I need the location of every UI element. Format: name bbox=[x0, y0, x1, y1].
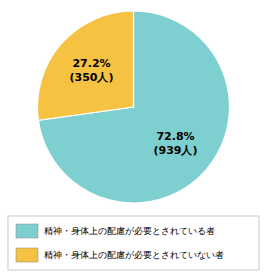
legend: 精神・身体上の配慮が必要とされている者精神・身体上の配慮が必要とされていない者 bbox=[8, 216, 259, 270]
data-label: 72.8%(939人) bbox=[153, 130, 197, 157]
chart: 72.8%(939人) 27.2%(350人) 精神・身体上の配慮が必要とされている… bbox=[0, 0, 267, 274]
legend-swatch bbox=[16, 224, 38, 238]
legend-swatch bbox=[16, 248, 38, 262]
data-labels: 72.8%(939人) 27.2%(350人) bbox=[69, 57, 197, 157]
legend-label: 精神・身体上の配慮が必要とされている者 bbox=[44, 226, 215, 236]
chart-container: 72.8%(939人) 27.2%(350人) 精神・身体上の配慮が必要とされている… bbox=[0, 0, 267, 274]
pie-slice bbox=[38, 11, 134, 120]
data-label: 27.2%(350人) bbox=[69, 57, 113, 84]
pie bbox=[38, 11, 230, 203]
pie-slice bbox=[38, 11, 229, 203]
legend-label: 精神・身体上の配慮が必要とされていない者 bbox=[44, 250, 224, 260]
legend-box bbox=[8, 216, 259, 270]
